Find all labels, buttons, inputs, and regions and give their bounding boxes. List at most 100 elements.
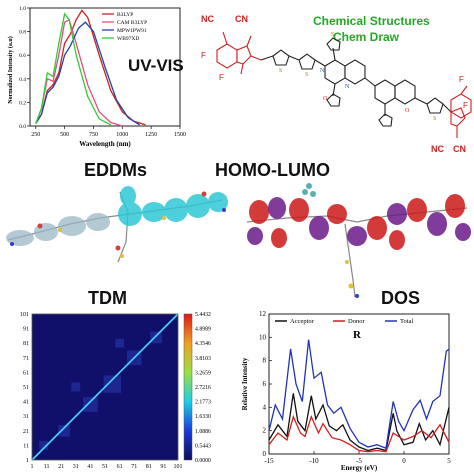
dos-ylabel: Relative Intensity [241, 357, 249, 410]
right-cn-label: CN [453, 144, 466, 154]
dos-y-tick-label: 4 [263, 403, 267, 411]
dos-y-tick-label: 8 [263, 357, 267, 365]
tdm-y-tick-label: 11 [23, 443, 29, 449]
dos-title: R [353, 329, 362, 341]
eddm-label: EDDMs [84, 160, 148, 180]
uv-x-tick-label: 1500 [174, 132, 186, 138]
uv-legend-label: CAM B3LYP [117, 20, 147, 26]
uv-y-tick-label: 0.2 [19, 100, 26, 106]
uv-legend-label: WB97XD [117, 36, 139, 42]
uv-series-line-2 [35, 18, 123, 127]
colorbar-tick-label: 1.0886 [195, 429, 211, 435]
heatmap-cell-block [39, 441, 49, 450]
colorbar-tick-label: 3.2659 [195, 370, 211, 376]
right-f-label-2: F [463, 101, 468, 110]
homo-lumo-label: HOMO-LUMO [215, 160, 330, 180]
dos-xlabel: Energy (eV) [341, 464, 378, 472]
tdm-y-tick-label: 21 [23, 429, 29, 435]
right-nc-label: NC [431, 144, 444, 154]
left-nc-label: NC [201, 14, 214, 24]
colorbar-tick-label: 0.5443 [195, 443, 211, 449]
uv-x-tick-label: 250 [31, 132, 40, 138]
colorbar-tick-label: 2.1773 [195, 400, 211, 406]
uv-y-tick-label: 0.6 [19, 53, 26, 59]
uv-vis-chart: 250 500 750 1000 1250 15000.00.20.40.60.81.0 … [7, 6, 186, 148]
uv-x-tick-label: 1000 [116, 132, 128, 138]
colorbar-tick-label: 5.4432 [195, 312, 211, 318]
tdm-y-tick-label: 1 [26, 458, 29, 464]
dos-y-tick-label: 10 [259, 333, 267, 341]
tdm-x-tick-label: 41 [87, 464, 93, 470]
colorbar-tick-label: 0.0000 [195, 458, 211, 464]
colorbar-tick-label: 3.8103 [195, 356, 211, 362]
dos-legend-label: Acceptor [290, 318, 315, 325]
heatmap-diagonal [31, 313, 179, 461]
uv-series-line-1 [35, 9, 146, 126]
uv-series-line-3 [35, 21, 140, 126]
tdm-y-tick-label: 61 [23, 370, 29, 376]
colorbar-tick-label: 2.7216 [195, 385, 211, 391]
tdm-y-tick-label: 51 [23, 385, 29, 391]
dos-y-tick-label: 6 [263, 380, 267, 388]
dos-series-line-3 [268, 339, 450, 450]
dos-series-line-1 [268, 393, 450, 452]
eddm-isosurface-image [6, 186, 228, 263]
dos-panel: DOS -15 -10 -5 0 5 0 2 4 6 8 10 12 R Relative Inten… [237, 288, 474, 474]
molecule-drawing: NC CN F F N N [201, 14, 472, 154]
dos-y-tick-label: 12 [259, 310, 267, 318]
uv-vis-panel: 250 500 750 1000 1250 1500 0.0 0.2 0.4 0.6 0.8 1.0 … [0, 0, 220, 150]
heatmap-cell-block [58, 424, 70, 437]
dos-label: DOS [381, 288, 421, 308]
colorbar-tick-label: 4.3546 [195, 341, 211, 347]
colorbar-tick-label: 1.6330 [195, 414, 211, 420]
right-end-group [450, 85, 472, 138]
tdm-x-tick-label: 11 [44, 464, 50, 470]
o-label-2: O [405, 108, 410, 114]
tdm-y-tick-label: 91 [23, 327, 29, 333]
s-label-4: S [433, 116, 436, 122]
left-cn-label: CN [235, 14, 248, 24]
n-label-2: N [345, 84, 350, 90]
tdm-x-tick-label: 81 [146, 464, 152, 470]
thiophene-chain [260, 37, 452, 127]
chem-draw-subtitle: Chem Draw [333, 30, 400, 44]
dos-x-tick-label: -10 [309, 457, 319, 465]
homo-lumo-panel: HOMO-LUMO [215, 152, 474, 302]
uv-legend-label: MPW1PW91 [117, 28, 147, 34]
heatmap-cell-block [71, 382, 81, 392]
heatmap-cell-block [150, 331, 162, 344]
eddm-panel: EDDMs [0, 152, 237, 292]
dos-x-tick-label: -15 [264, 457, 274, 465]
tdm-x-tick-label: 71 [131, 464, 137, 470]
tdm-y-tick-label: 71 [23, 356, 29, 362]
tdm-x-tick-label: 31 [73, 464, 79, 470]
tdm-y-tick-label: 81 [23, 341, 29, 347]
tdm-x-tick-label: 101 [174, 464, 183, 470]
tdm-x-tick-label: 51 [102, 464, 108, 470]
left-f-label-1: F [201, 51, 206, 60]
uv-x-tick-label: 1250 [145, 132, 157, 138]
uv-y-tick-label: 0.0 [19, 124, 26, 130]
tdm-x-tick-label: 21 [58, 464, 64, 470]
uv-x-tick-label: 500 [60, 132, 69, 138]
dos-y-tick-label: 0 [263, 450, 267, 458]
uv-plot-frame [29, 7, 181, 127]
tdm-y-tick-label: 41 [23, 400, 29, 406]
chem-structures-title: Chemical Structures [313, 14, 430, 28]
uv-y-tick-label: 1.0 [19, 6, 26, 12]
hetero-labels: N N S S S S O O [279, 32, 436, 122]
o-label-1: O [323, 96, 328, 102]
colorbar [183, 313, 193, 461]
colorbar-tick-label: 4.8989 [195, 327, 211, 333]
tdm-panel: TDM 1 11 21 31 41 51 61 71 81 91 101 101 91 81 71 61 51 4… [0, 288, 237, 474]
homo-lumo-orbital-image [246, 183, 471, 298]
right-f-label-1: F [459, 75, 464, 84]
s-label-3: S [331, 32, 334, 38]
dos-x-tick-label: -5 [356, 457, 362, 465]
tdm-heatmap: 1 11 21 31 41 51 61 71 81 91 101101918171615141312… [20, 312, 211, 470]
tdm-x-tick-label: 1 [31, 464, 34, 470]
uv-series-line-4 [35, 12, 112, 126]
tdm-label: TDM [88, 288, 127, 308]
heatmap-cell-block [103, 375, 122, 393]
uv-y-tick-label: 0.8 [19, 30, 26, 36]
